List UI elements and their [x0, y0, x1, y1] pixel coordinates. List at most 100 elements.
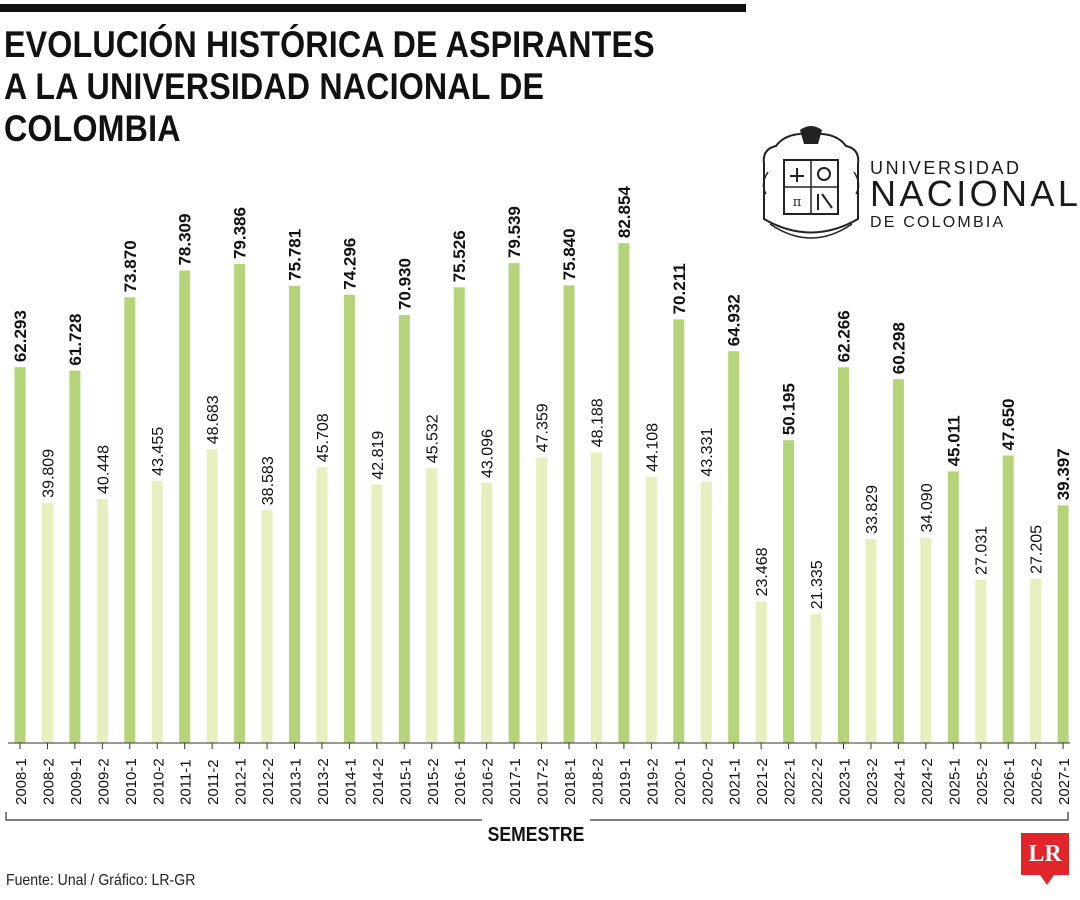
bar-2017-1: [508, 263, 520, 743]
category-label-2008-1: 2008-1: [13, 758, 30, 805]
bar-2014-2: [371, 484, 383, 743]
bar-2015-1: [398, 315, 410, 743]
value-label-2024-2: 34.090: [919, 483, 936, 532]
value-label-2027-1: 39.397: [1054, 448, 1073, 500]
value-label-2016-2: 43.096: [480, 429, 497, 478]
category-label-2009-1: 2009-1: [68, 758, 85, 805]
category-label-2027-1: 2027-1: [1056, 758, 1073, 805]
value-label-2018-1: 75.840: [560, 228, 579, 280]
value-label-2017-2: 47.359: [535, 403, 552, 452]
bar-2023-1: [838, 367, 849, 743]
category-label-2010-1: 2010-1: [123, 758, 140, 805]
value-label-2013-1: 75.781: [286, 229, 305, 281]
category-label-2022-2: 2022-2: [809, 758, 826, 805]
bar-2008-1: [14, 367, 26, 743]
category-label-2008-2: 2008-2: [40, 758, 57, 805]
category-label-2023-2: 2023-2: [864, 758, 881, 805]
category-label-2016-2: 2016-2: [480, 758, 497, 805]
bar-2015-2: [426, 468, 438, 743]
bar-2026-2: [1030, 578, 1042, 743]
category-label-2018-1: 2018-1: [562, 758, 579, 805]
value-label-2014-1: 74.296: [340, 238, 359, 290]
bar-2010-2: [151, 480, 163, 743]
x-axis-title: SEMESTRE: [488, 823, 585, 845]
category-label-2012-2: 2012-2: [260, 758, 277, 805]
bar-2024-1: [892, 379, 904, 743]
value-label-2026-2: 27.205: [1029, 525, 1046, 574]
value-label-2022-1: 50.195: [780, 383, 799, 435]
lr-logo-badge: LR: [1021, 833, 1069, 875]
bar-2020-1: [673, 319, 685, 743]
bar-2011-2: [206, 449, 218, 743]
value-label-2021-2: 23.468: [754, 547, 771, 596]
category-label-2014-1: 2014-1: [342, 758, 359, 805]
value-label-2023-1: 62.266: [835, 310, 854, 362]
bar-2020-2: [700, 481, 712, 743]
bar-2018-2: [590, 452, 602, 743]
value-label-2020-2: 43.331: [699, 428, 716, 477]
logo-text-de-colombia: DE COLOMBIA: [870, 214, 1006, 231]
bar-2027-1: [1057, 505, 1069, 743]
logo-text-nacional: NACIONAL: [870, 173, 1080, 214]
category-label-2011-2: 2011-2: [205, 759, 222, 805]
value-label-2011-1: 78.309: [176, 214, 195, 266]
bar-2011-1: [179, 270, 191, 743]
category-label-2010-2: 2010-2: [150, 758, 167, 805]
svg-text:π: π: [793, 195, 802, 210]
value-label-2019-2: 44.108: [644, 423, 661, 472]
category-label-2024-2: 2024-2: [919, 758, 936, 805]
category-label-2023-1: 2023-1: [837, 758, 854, 805]
category-label-2020-1: 2020-1: [672, 758, 689, 805]
value-label-2008-2: 39.809: [40, 449, 57, 498]
value-label-2011-2: 48.683: [205, 395, 222, 444]
value-label-2015-2: 45.532: [425, 414, 442, 463]
axis-bracket-right: [590, 812, 1069, 821]
value-label-2010-1: 73.870: [121, 240, 140, 292]
value-label-2019-1: 82.854: [615, 186, 634, 239]
category-label-2015-2: 2015-2: [425, 758, 442, 805]
value-label-2026-1: 47.650: [999, 399, 1018, 451]
bar-2022-1: [783, 440, 795, 743]
bar-2018-1: [563, 285, 575, 743]
category-label-2025-1: 2025-1: [946, 758, 963, 805]
category-label-2017-2: 2017-2: [535, 758, 552, 805]
category-label-2013-2: 2013-2: [315, 758, 332, 805]
category-label-2019-1: 2019-1: [617, 758, 634, 805]
value-label-2020-1: 70.211: [670, 263, 689, 314]
logo-text-universidad: UNIVERSIDAD: [870, 158, 1022, 178]
source-note: Fuente: Unal / Gráfico: LR-GR: [6, 872, 196, 889]
category-label-2013-1: 2013-1: [288, 758, 305, 805]
bar-2021-2: [755, 601, 767, 743]
value-label-2009-2: 40.448: [95, 445, 112, 494]
bar-2019-2: [645, 476, 657, 743]
category-label-2016-1: 2016-1: [452, 758, 469, 805]
value-label-2025-1: 45.011: [944, 415, 963, 466]
bar-2016-2: [481, 482, 493, 743]
value-label-2014-2: 42.819: [370, 431, 387, 480]
bar-2025-1: [947, 471, 959, 743]
value-label-2012-1: 79.386: [231, 207, 250, 259]
university-seal-icon: π: [762, 126, 860, 239]
top-rule: [0, 4, 746, 12]
value-label-2023-2: 33.829: [864, 485, 881, 534]
value-label-2016-1: 75.526: [450, 230, 469, 282]
category-label-2018-2: 2018-2: [589, 758, 606, 805]
category-label-2020-2: 2020-2: [699, 758, 716, 805]
value-label-2017-1: 79.539: [505, 206, 524, 258]
bar-2016-1: [453, 287, 465, 743]
category-label-2024-1: 2024-1: [891, 758, 908, 805]
value-label-2018-2: 48.188: [589, 398, 606, 447]
value-label-2010-2: 43.455: [150, 427, 167, 476]
bar-2024-2: [920, 537, 932, 743]
chart-title: EVOLUCIÓN HISTÓRICA DE ASPIRANTES A LA U…: [4, 24, 655, 149]
category-label-2012-1: 2012-1: [233, 758, 250, 805]
bar-2013-1: [289, 285, 300, 743]
bar-2013-2: [316, 467, 328, 743]
bar-2021-1: [728, 351, 740, 743]
category-label-2025-2: 2025-2: [974, 758, 991, 805]
value-label-2024-1: 60.298: [889, 322, 908, 374]
category-label-2014-2: 2014-2: [370, 758, 387, 805]
bar-2022-2: [810, 614, 822, 743]
bar-2010-1: [124, 297, 136, 743]
